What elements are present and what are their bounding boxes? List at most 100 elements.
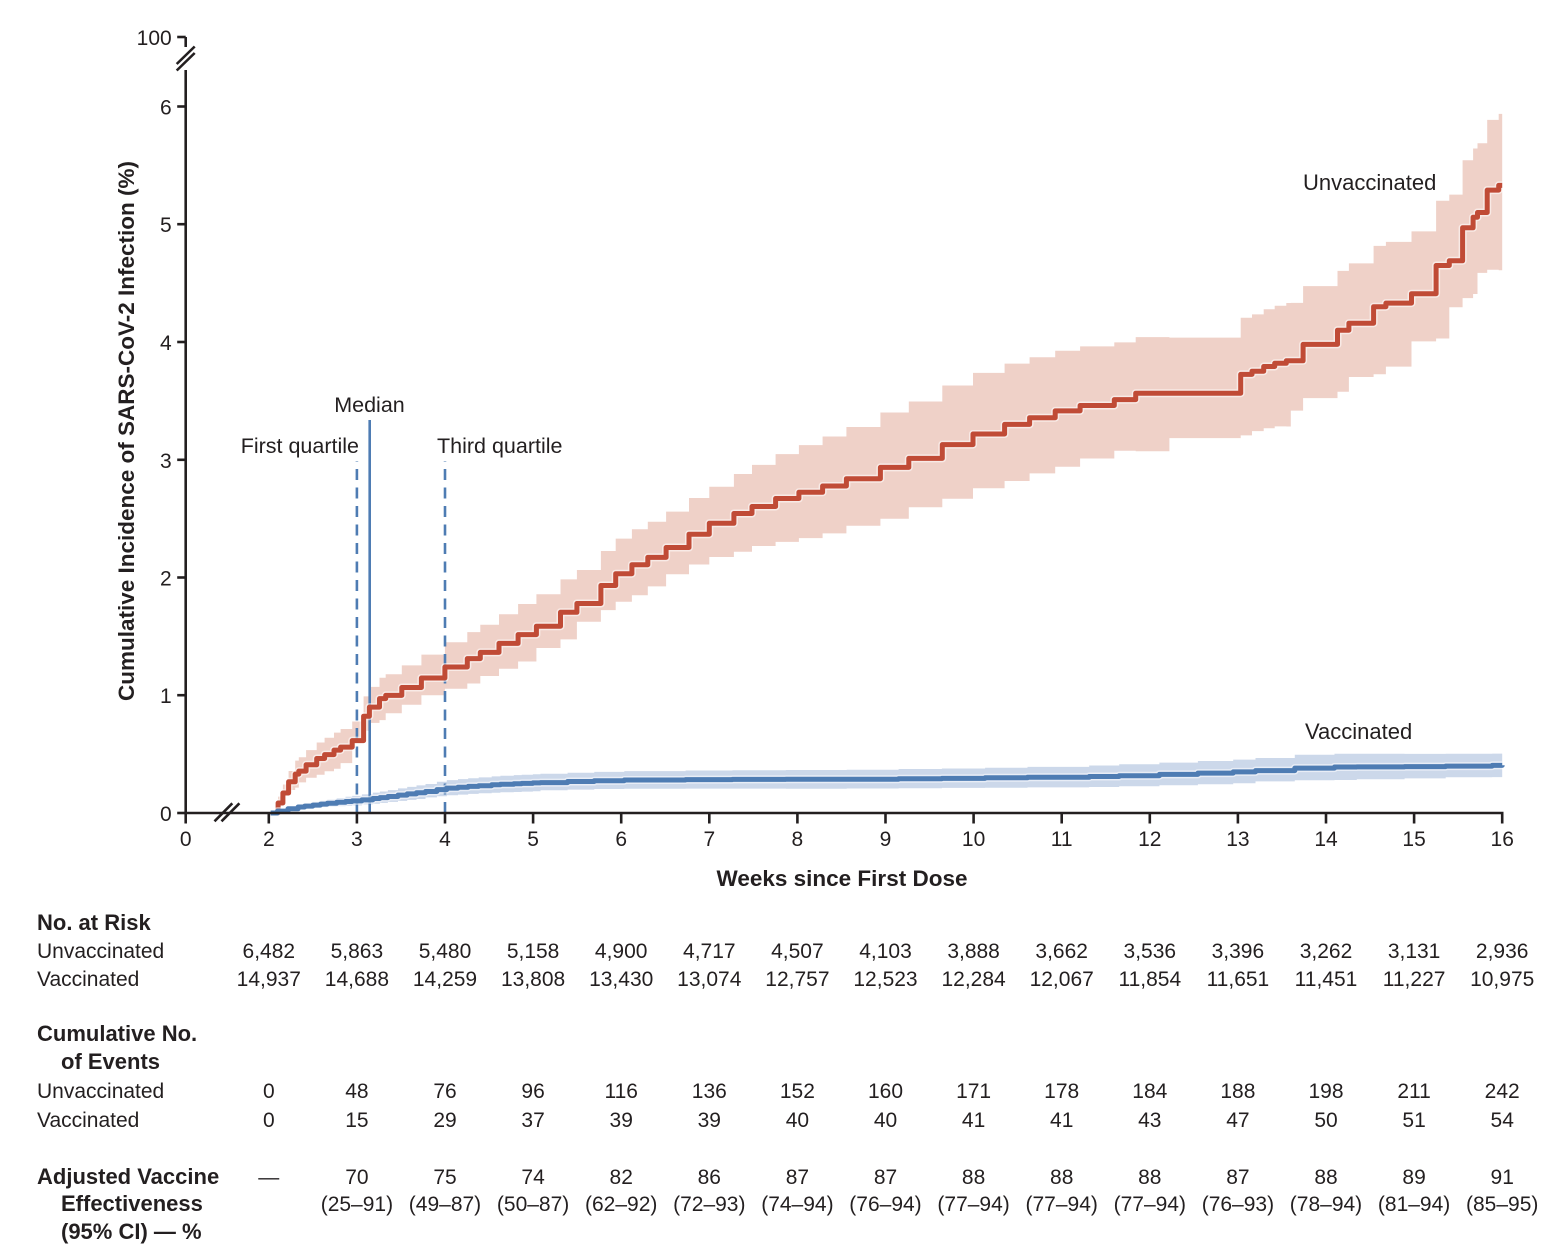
svg-text:12,757: 12,757	[765, 968, 829, 991]
svg-text:(72–93): (72–93)	[673, 1193, 745, 1216]
svg-text:198: 198	[1308, 1080, 1343, 1103]
svg-text:4,717: 4,717	[683, 940, 736, 963]
svg-text:Effectiveness: Effectiveness	[61, 1191, 203, 1216]
svg-text:1: 1	[160, 685, 172, 708]
svg-text:3: 3	[351, 828, 363, 851]
svg-text:5: 5	[527, 828, 539, 851]
svg-text:14,259: 14,259	[413, 968, 477, 991]
svg-text:91: 91	[1491, 1166, 1514, 1189]
svg-text:54: 54	[1491, 1109, 1515, 1132]
svg-text:Third quartile: Third quartile	[437, 434, 562, 458]
svg-text:160: 160	[868, 1080, 903, 1103]
svg-text:Unvaccinated: Unvaccinated	[37, 1080, 164, 1103]
svg-text:13,430: 13,430	[589, 968, 653, 991]
svg-text:0: 0	[263, 1080, 275, 1103]
svg-text:12,284: 12,284	[941, 968, 1006, 991]
svg-text:116: 116	[604, 1080, 637, 1103]
svg-text:39: 39	[698, 1109, 721, 1132]
svg-text:(85–95): (85–95)	[1466, 1193, 1538, 1216]
svg-text:2: 2	[263, 828, 275, 851]
svg-text:88: 88	[1314, 1166, 1337, 1189]
svg-text:10,975: 10,975	[1470, 968, 1534, 991]
svg-text:3,131: 3,131	[1388, 940, 1441, 963]
svg-text:184: 184	[1132, 1080, 1167, 1103]
svg-text:(62–92): (62–92)	[585, 1193, 657, 1216]
svg-text:2,936: 2,936	[1476, 940, 1529, 963]
svg-text:Unvaccinated: Unvaccinated	[1303, 170, 1436, 195]
svg-text:2: 2	[160, 568, 172, 591]
svg-text:Cumulative No.: Cumulative No.	[37, 1021, 197, 1046]
svg-text:15: 15	[345, 1109, 368, 1132]
svg-text:4: 4	[439, 828, 451, 851]
svg-text:(25–91): (25–91)	[321, 1193, 393, 1216]
svg-text:11,854: 11,854	[1118, 968, 1181, 991]
svg-text:41: 41	[1050, 1109, 1073, 1132]
svg-text:(76–93): (76–93)	[1202, 1193, 1274, 1216]
svg-text:of Events: of Events	[61, 1049, 160, 1074]
svg-text:6: 6	[615, 828, 627, 851]
svg-text:14,937: 14,937	[237, 968, 301, 991]
svg-text:40: 40	[874, 1109, 897, 1132]
svg-text:3: 3	[160, 450, 172, 473]
svg-text:(78–94): (78–94)	[1290, 1193, 1362, 1216]
svg-text:0: 0	[263, 1109, 275, 1132]
svg-text:No. at Risk: No. at Risk	[37, 910, 151, 935]
svg-text:51: 51	[1402, 1109, 1425, 1132]
svg-text:70: 70	[345, 1166, 368, 1189]
svg-text:Median: Median	[334, 393, 405, 417]
svg-text:11,227: 11,227	[1383, 968, 1446, 991]
svg-text:(81–94): (81–94)	[1378, 1193, 1450, 1216]
svg-text:86: 86	[698, 1166, 721, 1189]
svg-text:12: 12	[1138, 828, 1161, 851]
svg-text:13,808: 13,808	[501, 968, 565, 991]
svg-text:11,651: 11,651	[1207, 968, 1270, 991]
svg-text:15: 15	[1402, 828, 1425, 851]
svg-text:8: 8	[792, 828, 804, 851]
svg-text:39: 39	[610, 1109, 633, 1132]
svg-text:88: 88	[1050, 1166, 1073, 1189]
svg-text:Unvaccinated: Unvaccinated	[37, 940, 164, 963]
svg-text:76: 76	[433, 1080, 456, 1103]
svg-text:152: 152	[780, 1080, 815, 1103]
svg-text:(49–87): (49–87)	[409, 1193, 481, 1216]
svg-text:14,688: 14,688	[325, 968, 389, 991]
svg-text:—: —	[258, 1166, 279, 1189]
svg-text:29: 29	[433, 1109, 456, 1132]
svg-text:43: 43	[1138, 1109, 1161, 1132]
svg-text:(76–94): (76–94)	[849, 1193, 921, 1216]
svg-text:47: 47	[1226, 1109, 1249, 1132]
svg-text:(74–94): (74–94)	[761, 1193, 833, 1216]
svg-text:87: 87	[786, 1166, 809, 1189]
svg-text:(77–94): (77–94)	[1114, 1193, 1186, 1216]
svg-text:First quartile: First quartile	[241, 434, 359, 458]
svg-text:(77–94): (77–94)	[937, 1193, 1009, 1216]
svg-text:89: 89	[1402, 1166, 1425, 1189]
svg-text:12,523: 12,523	[853, 968, 917, 991]
svg-text:87: 87	[1226, 1166, 1249, 1189]
svg-text:3,262: 3,262	[1300, 940, 1353, 963]
svg-text:4,900: 4,900	[595, 940, 648, 963]
svg-text:14: 14	[1314, 828, 1338, 851]
svg-text:13: 13	[1226, 828, 1249, 851]
svg-text:242: 242	[1485, 1080, 1520, 1103]
svg-text:5,158: 5,158	[507, 940, 560, 963]
svg-text:87: 87	[874, 1166, 897, 1189]
svg-text:3,888: 3,888	[947, 940, 1000, 963]
svg-text:12,067: 12,067	[1030, 968, 1094, 991]
svg-text:88: 88	[962, 1166, 985, 1189]
svg-text:(95% CI) — %: (95% CI) — %	[61, 1219, 202, 1244]
svg-text:50: 50	[1314, 1109, 1337, 1132]
svg-text:48: 48	[345, 1080, 368, 1103]
svg-text:5,863: 5,863	[331, 940, 384, 963]
svg-text:Vaccinated: Vaccinated	[37, 1109, 139, 1132]
svg-text:(77–94): (77–94)	[1026, 1193, 1098, 1216]
svg-text:40: 40	[786, 1109, 809, 1132]
svg-text:Vaccinated: Vaccinated	[37, 968, 139, 991]
svg-text:Cumulative Incidence of SARS-C: Cumulative Incidence of SARS-CoV-2 Infec…	[114, 161, 139, 701]
svg-text:4,507: 4,507	[771, 940, 824, 963]
svg-text:Adjusted Vaccine: Adjusted Vaccine	[37, 1164, 219, 1189]
svg-text:3,536: 3,536	[1124, 940, 1177, 963]
svg-text:88: 88	[1138, 1166, 1161, 1189]
svg-text:16: 16	[1491, 828, 1514, 851]
svg-text:0: 0	[180, 828, 192, 851]
